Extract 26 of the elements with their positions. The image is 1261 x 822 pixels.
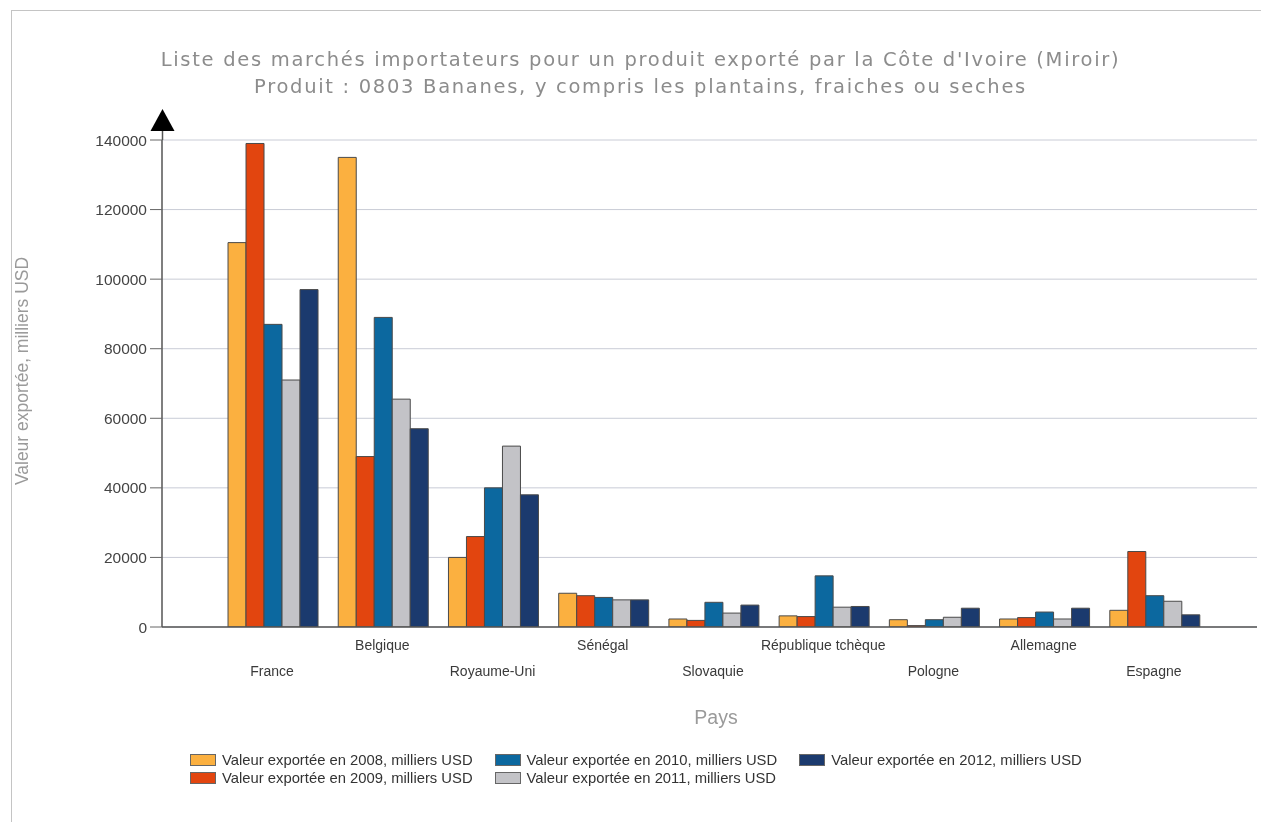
y-axis-title: Valeur exportée, milliers USD bbox=[11, 256, 32, 486]
y-tick-label: 120000 bbox=[95, 201, 148, 219]
legend-label: Valeur exportée en 2008, milliers USD bbox=[222, 752, 473, 768]
y-tick-label: 60000 bbox=[103, 409, 148, 427]
y-tick-label: 0 bbox=[138, 618, 148, 636]
x-tick-label: Belgique bbox=[355, 637, 410, 653]
y-tick-label: 80000 bbox=[103, 340, 148, 358]
legend-label: Valeur exportée en 2010, milliers USD bbox=[526, 752, 778, 768]
x-tick-label: Espagne bbox=[1126, 663, 1182, 679]
legend-label: Valeur exportée en 2011, milliers USD bbox=[526, 770, 777, 786]
x-tick-label: Allemagne bbox=[1010, 637, 1077, 653]
chart-subtitle: Produit : 0803 Bananes, y compris les plantains, fraiches ou seches bbox=[254, 75, 1027, 98]
legend-label: Valeur exportée en 2012, milliers USD bbox=[831, 752, 1082, 768]
y-tick-label: 100000 bbox=[95, 270, 148, 288]
chart-title: Liste des marchés importateurs pour un produit exporté par la Côte d'Ivoire (Miroir) bbox=[160, 48, 1121, 71]
x-axis-title: Pays bbox=[694, 705, 738, 728]
x-tick-label: Sénégal bbox=[577, 637, 629, 653]
x-tick-label: France bbox=[250, 663, 295, 679]
x-tick-label: République tchèque bbox=[760, 637, 886, 653]
x-tick-label: Pologne bbox=[907, 663, 960, 679]
y-tick-label: 20000 bbox=[103, 548, 148, 566]
y-tick-label: 40000 bbox=[103, 479, 148, 497]
x-tick-label: Royaume-Uni bbox=[449, 663, 536, 679]
x-tick-label: Slovaquie bbox=[682, 663, 744, 679]
y-tick-label: 140000 bbox=[95, 131, 148, 149]
legend-label: Valeur exportée en 2009, milliers USD bbox=[222, 770, 473, 786]
